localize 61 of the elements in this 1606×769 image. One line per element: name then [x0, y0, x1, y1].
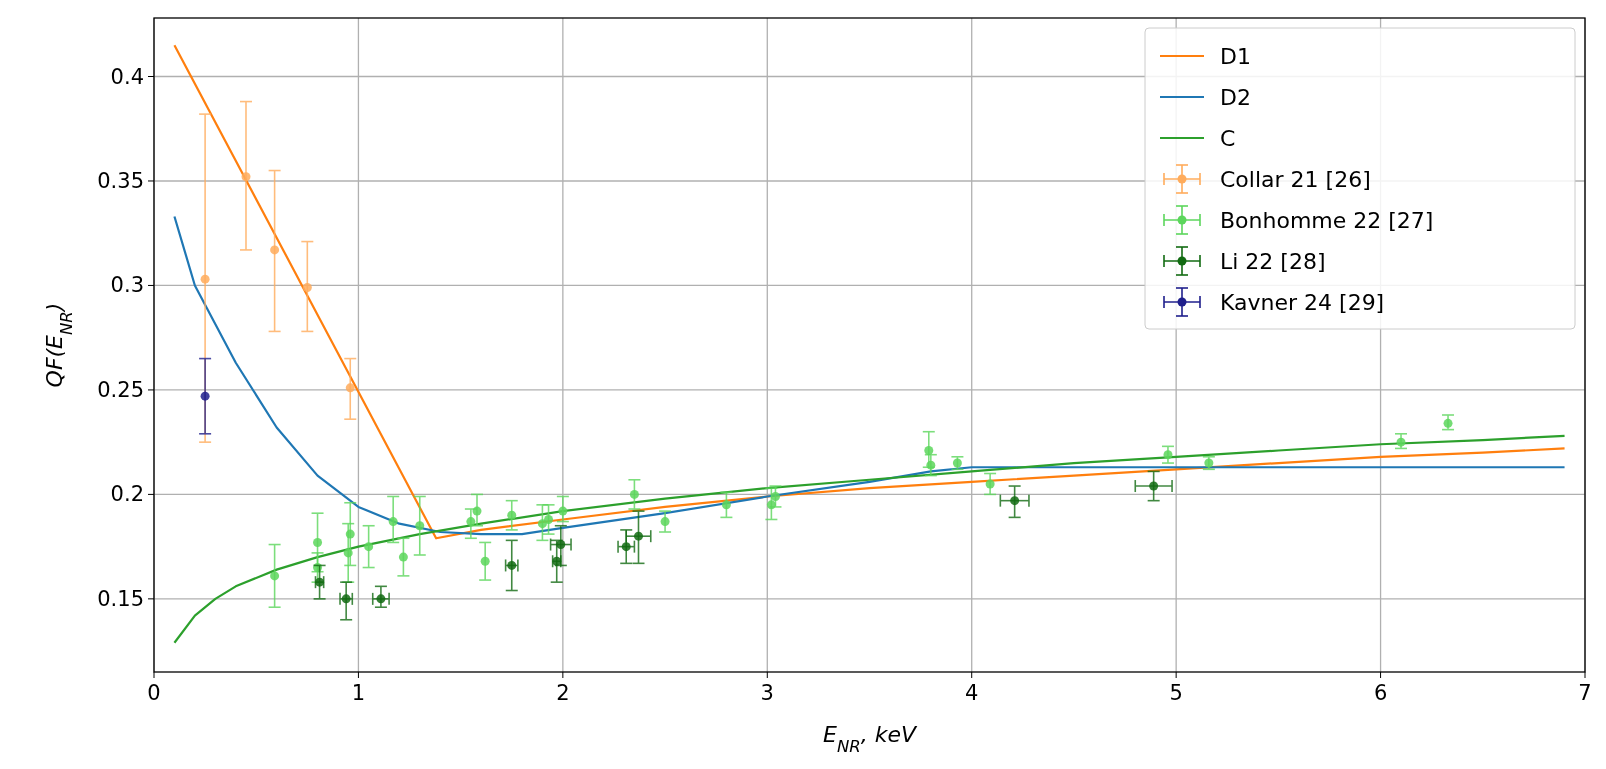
- point: [660, 517, 670, 527]
- legend-label: D2: [1220, 85, 1251, 110]
- point: [345, 383, 355, 393]
- point: [507, 510, 517, 520]
- legend-label: Bonhomme 22 [27]: [1220, 208, 1434, 233]
- x-tick-label: 2: [556, 681, 570, 705]
- point: [466, 517, 476, 527]
- legend-label: C: [1220, 126, 1236, 151]
- point: [302, 283, 312, 293]
- x-tick-label: 6: [1373, 681, 1388, 705]
- point: [200, 391, 210, 401]
- point: [721, 500, 731, 510]
- point: [270, 571, 280, 581]
- legend-label: D1: [1220, 44, 1251, 69]
- x-tick-label: 0: [147, 681, 161, 705]
- point: [537, 519, 547, 529]
- point: [313, 537, 323, 547]
- point: [556, 540, 566, 550]
- y-tick-label: 0.2: [110, 482, 144, 507]
- point: [634, 531, 643, 541]
- point: [1443, 418, 1453, 428]
- x-axis-title: E$_{NR}$, keV: [822, 722, 918, 756]
- x-tick-label: 5: [1169, 681, 1183, 705]
- point: [364, 542, 374, 552]
- legend-label: Collar 21 [26]: [1220, 167, 1371, 192]
- x-tick-label: 3: [760, 681, 774, 705]
- point: [1163, 450, 1173, 460]
- point: [480, 556, 490, 566]
- line-series: [173, 44, 1566, 540]
- y-tick-label: 0.25: [97, 377, 144, 402]
- point: [558, 506, 568, 516]
- line-series: [173, 434, 1566, 644]
- legend-label: Li 22 [28]: [1220, 249, 1326, 274]
- point: [398, 552, 408, 562]
- point: [770, 491, 780, 501]
- point: [200, 274, 210, 284]
- x-tick-label: 1: [351, 681, 366, 705]
- legend-label: Kavner 24 [29]: [1220, 290, 1385, 315]
- point: [388, 517, 398, 527]
- point: [985, 479, 995, 489]
- y-tick-label: 0.3: [110, 273, 144, 298]
- point: [1149, 481, 1159, 491]
- y-tick-label: 0.35: [97, 168, 144, 193]
- point: [472, 506, 482, 516]
- point: [1010, 496, 1020, 506]
- point: [926, 460, 936, 470]
- point: [376, 594, 386, 604]
- y-tick-label: 0.4: [110, 64, 144, 89]
- x-tick-label: 7: [1578, 681, 1592, 705]
- point: [629, 489, 639, 499]
- y-tick-label: 0.15: [97, 586, 144, 611]
- point: [241, 172, 251, 182]
- point: [1396, 437, 1406, 447]
- point: [621, 542, 631, 552]
- point: [544, 514, 554, 524]
- point: [924, 446, 934, 456]
- point: [315, 577, 325, 587]
- point: [415, 521, 425, 531]
- point: [270, 245, 280, 255]
- point: [345, 529, 355, 539]
- x-tick-label: 4: [965, 681, 979, 705]
